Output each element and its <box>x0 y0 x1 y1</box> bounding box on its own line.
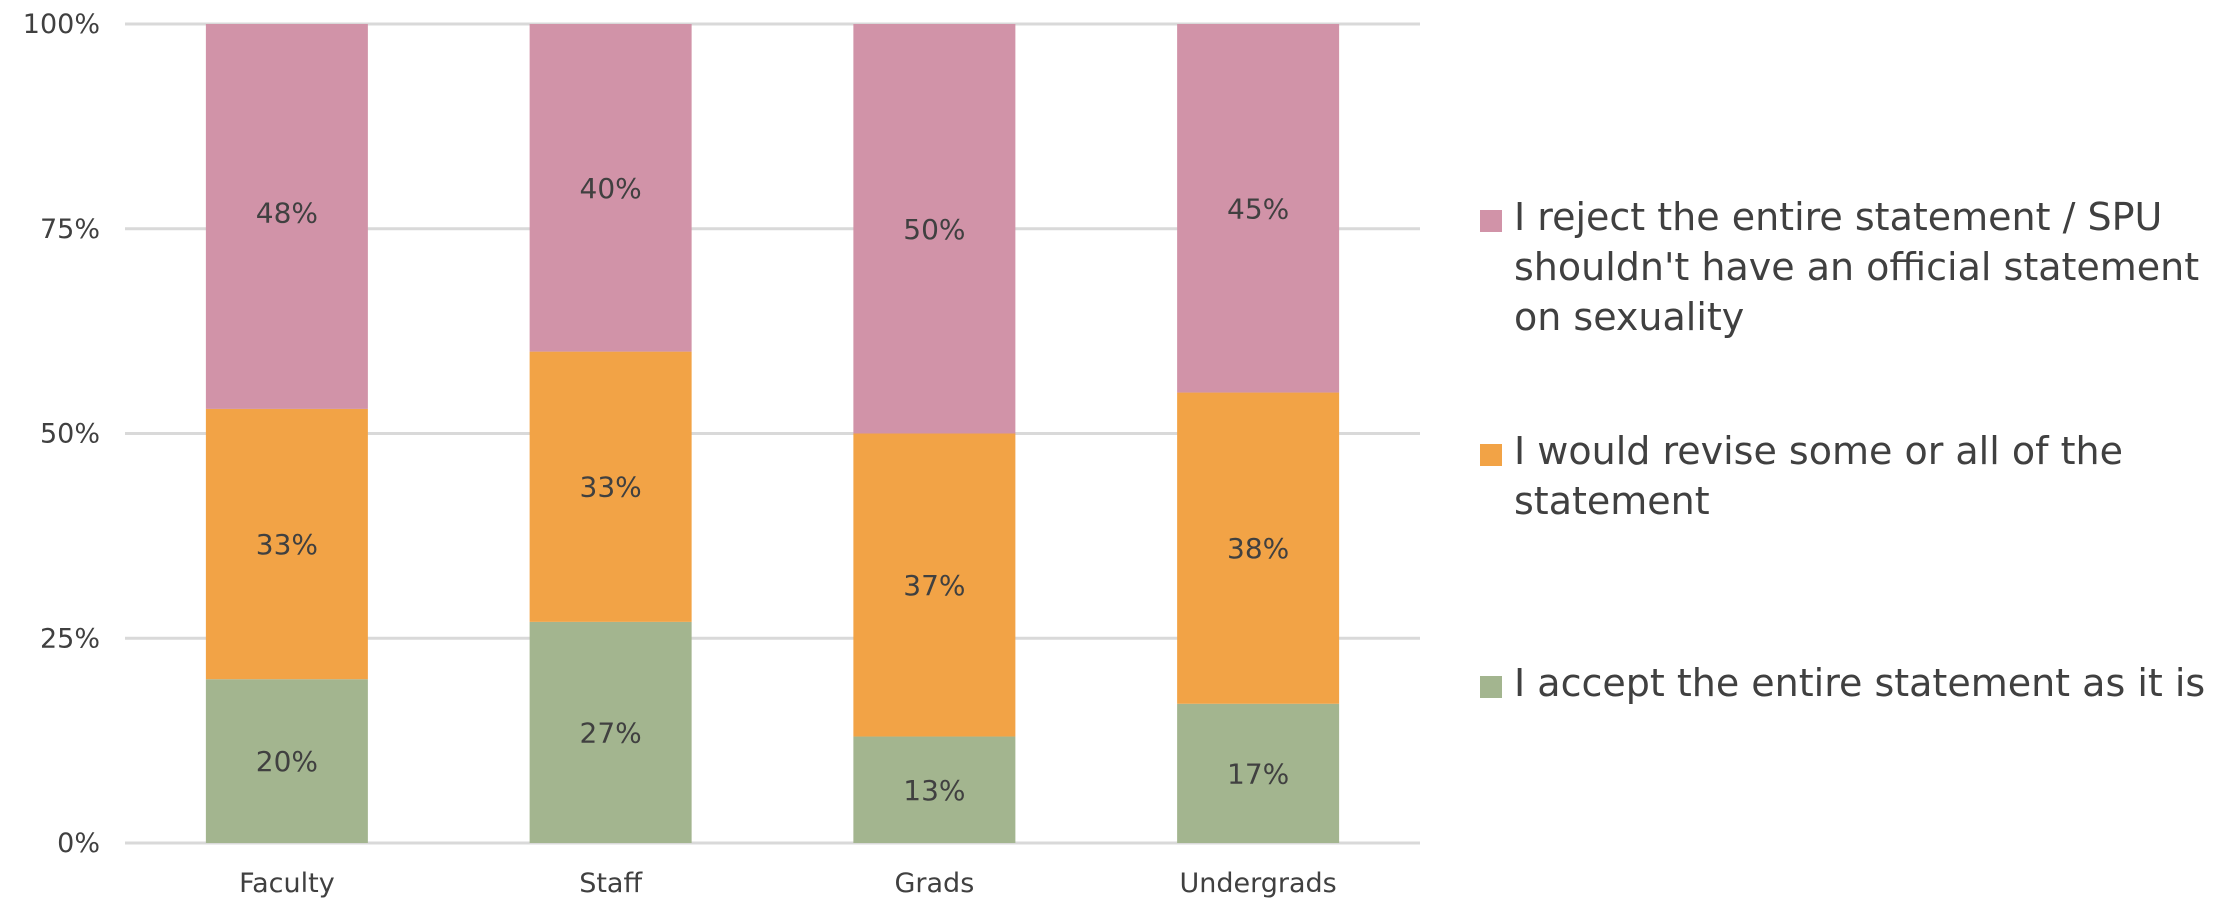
data-label: 13% <box>903 774 965 807</box>
data-label: 27% <box>580 716 642 749</box>
y-tick-label: 50% <box>40 419 100 450</box>
y-tick-label: 25% <box>40 623 100 654</box>
data-label: 45% <box>1227 192 1289 225</box>
legend-swatch <box>1480 210 1502 232</box>
data-labels: 20% 33% 48% 27% 33% 40% 13% 37% 50% 17% 38% 45% <box>256 172 1289 807</box>
data-label: 17% <box>1227 757 1289 790</box>
y-tick-label: 100% <box>23 9 100 40</box>
data-label: 50% <box>903 213 965 246</box>
data-label: 33% <box>580 471 642 504</box>
data-label: 48% <box>256 196 318 229</box>
data-label: 40% <box>580 172 642 205</box>
legend-swatch <box>1480 444 1502 466</box>
data-label: 38% <box>1227 532 1289 565</box>
x-tick-label: Grads <box>894 868 974 899</box>
y-tick-label: 0% <box>57 828 100 859</box>
x-tick-label: Staff <box>579 868 643 899</box>
data-label: 37% <box>903 569 965 602</box>
legend-label: I would revise some or all of the stateme… <box>1514 429 2123 523</box>
data-label: 20% <box>256 745 318 778</box>
data-label: 33% <box>256 528 318 561</box>
legend: I reject the entire statement / SPU shoul… <box>1480 195 2205 705</box>
y-tick-label: 75% <box>40 214 100 245</box>
legend-swatch <box>1480 676 1502 698</box>
x-tick-label: Undergrads <box>1180 868 1337 899</box>
legend-label: I reject the entire statement / SPU shoul… <box>1514 195 2199 339</box>
x-tick-label: Faculty <box>239 868 335 899</box>
legend-label: I accept the entire statement as it is <box>1514 661 2205 705</box>
